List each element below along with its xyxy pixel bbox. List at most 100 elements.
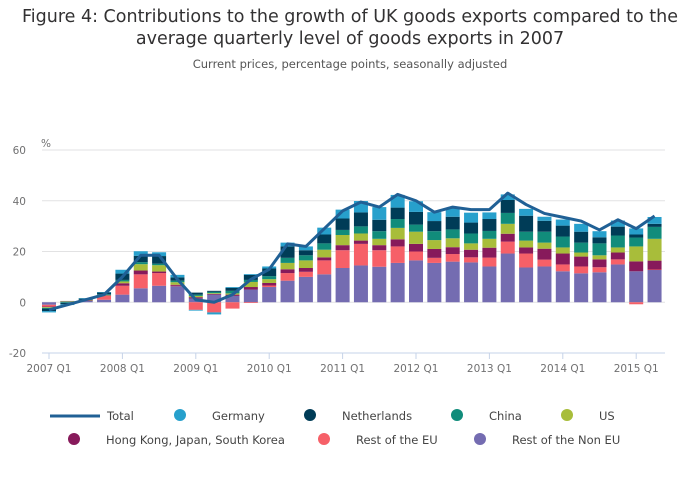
bar-hong-kong-japan-south-korea xyxy=(445,247,460,255)
bar-us xyxy=(207,293,222,294)
bar-us xyxy=(335,235,350,246)
bar-rest-of-the-non-eu xyxy=(647,269,662,303)
bar-rest-of-the-eu xyxy=(207,302,222,313)
bar-china xyxy=(482,230,497,239)
bar-germany xyxy=(335,209,350,219)
bar-netherlands xyxy=(610,226,625,236)
bar-rest-of-the-eu xyxy=(427,257,442,263)
bar-rest-of-the-non-eu xyxy=(243,289,258,303)
bar-germany xyxy=(115,269,130,274)
bar-rest-of-the-non-eu xyxy=(152,285,167,303)
bar-us xyxy=(409,231,423,244)
bar-germany xyxy=(298,246,313,251)
bar-netherlands xyxy=(537,220,552,232)
bar-us xyxy=(647,238,662,261)
bar-china xyxy=(555,236,570,248)
bar-germany xyxy=(409,201,423,212)
bar-germany xyxy=(647,216,662,224)
legend-label: Rest of the Non EU xyxy=(512,433,620,447)
bar-china xyxy=(519,231,534,241)
y-tick-label: 20 xyxy=(13,247,26,259)
bar-china xyxy=(42,307,56,309)
bar-hong-kong-japan-south-korea xyxy=(152,271,167,274)
bar-rest-of-the-non-eu xyxy=(207,294,222,303)
bar-us xyxy=(280,262,295,270)
bar-rest-of-the-eu xyxy=(482,257,497,267)
bar-germany xyxy=(500,194,515,200)
bar-china xyxy=(390,219,405,228)
bar-us xyxy=(482,238,497,248)
bar-netherlands xyxy=(225,287,240,291)
bar-hong-kong-japan-south-korea xyxy=(243,287,258,290)
bar-rest-of-the-eu xyxy=(262,285,277,288)
y-tick-label: 60 xyxy=(13,145,26,157)
bar-china xyxy=(188,294,203,296)
total-line xyxy=(48,191,656,312)
bar-germany xyxy=(445,207,460,217)
bar-germany xyxy=(629,228,644,235)
bar-hong-kong-japan-south-korea xyxy=(262,282,277,286)
bar-hong-kong-japan-south-korea xyxy=(390,239,405,247)
legend-dot-icon xyxy=(318,433,330,445)
x-tick-label: 2014 Q1 xyxy=(540,363,585,375)
bar-china xyxy=(225,290,240,294)
bar-netherlands xyxy=(647,223,662,227)
bar-us xyxy=(60,300,75,302)
bar-germany xyxy=(243,274,258,275)
bar-us xyxy=(262,279,277,283)
bar-netherlands xyxy=(592,237,607,244)
bar-china xyxy=(445,229,460,239)
bar-rest-of-the-eu xyxy=(409,251,423,261)
x-tick-label: 2013 Q1 xyxy=(467,363,512,375)
bar-china xyxy=(610,235,625,248)
bar-netherlands xyxy=(574,231,589,243)
bar-germany xyxy=(537,216,552,221)
bar-china xyxy=(427,231,442,241)
chart-title: Figure 4: Contributions to the growth of… xyxy=(21,7,679,49)
bar-hong-kong-japan-south-korea xyxy=(335,245,350,251)
bar-rest-of-the-non-eu xyxy=(115,294,130,303)
bar-china xyxy=(133,262,148,265)
bar-netherlands xyxy=(317,234,332,244)
bar-hong-kong-japan-south-korea xyxy=(42,306,56,308)
bar-china xyxy=(335,229,350,236)
legend-dot-icon xyxy=(68,433,80,445)
bar-rest-of-the-eu xyxy=(555,264,570,272)
chart-subtitle: Current prices, percentage points, seaso… xyxy=(192,57,508,71)
bar-rest-of-the-non-eu xyxy=(610,264,625,303)
bar-netherlands xyxy=(464,222,479,234)
bar-germany xyxy=(207,312,222,315)
y-tick-label: 0 xyxy=(19,297,26,309)
bar-netherlands xyxy=(262,268,277,277)
bar-netherlands xyxy=(482,219,497,231)
bar-us xyxy=(629,246,644,262)
bar-netherlands xyxy=(243,274,258,280)
bar-china xyxy=(280,257,295,263)
bar-rest-of-the-non-eu xyxy=(500,253,515,303)
bar-germany xyxy=(170,274,185,278)
bar-rest-of-the-eu xyxy=(647,269,662,271)
bar-rest-of-the-non-eu xyxy=(298,276,313,303)
bar-netherlands xyxy=(207,290,222,292)
bar-germany xyxy=(188,309,203,311)
y-axis-label: % xyxy=(41,138,51,150)
bar-china xyxy=(372,231,387,239)
bar-hong-kong-japan-south-korea xyxy=(500,233,515,242)
bar-germany xyxy=(482,212,497,220)
bar-germany xyxy=(225,287,240,288)
bar-netherlands xyxy=(555,225,570,237)
bar-rest-of-the-eu xyxy=(298,271,313,277)
bar-netherlands xyxy=(390,207,405,220)
bar-us xyxy=(353,233,368,241)
bar-us xyxy=(464,243,479,250)
bar-rest-of-the-non-eu xyxy=(464,262,479,303)
bar-us xyxy=(152,265,167,272)
legend-dot-icon xyxy=(174,409,186,421)
bar-us xyxy=(537,242,552,249)
bar-rest-of-the-eu xyxy=(152,273,167,286)
bar-germany xyxy=(133,251,148,256)
bar-germany xyxy=(610,220,625,227)
bar-rest-of-the-non-eu xyxy=(592,272,607,303)
x-tick-label: 2015 Q1 xyxy=(614,363,659,375)
bar-hong-kong-japan-south-korea xyxy=(482,247,497,258)
